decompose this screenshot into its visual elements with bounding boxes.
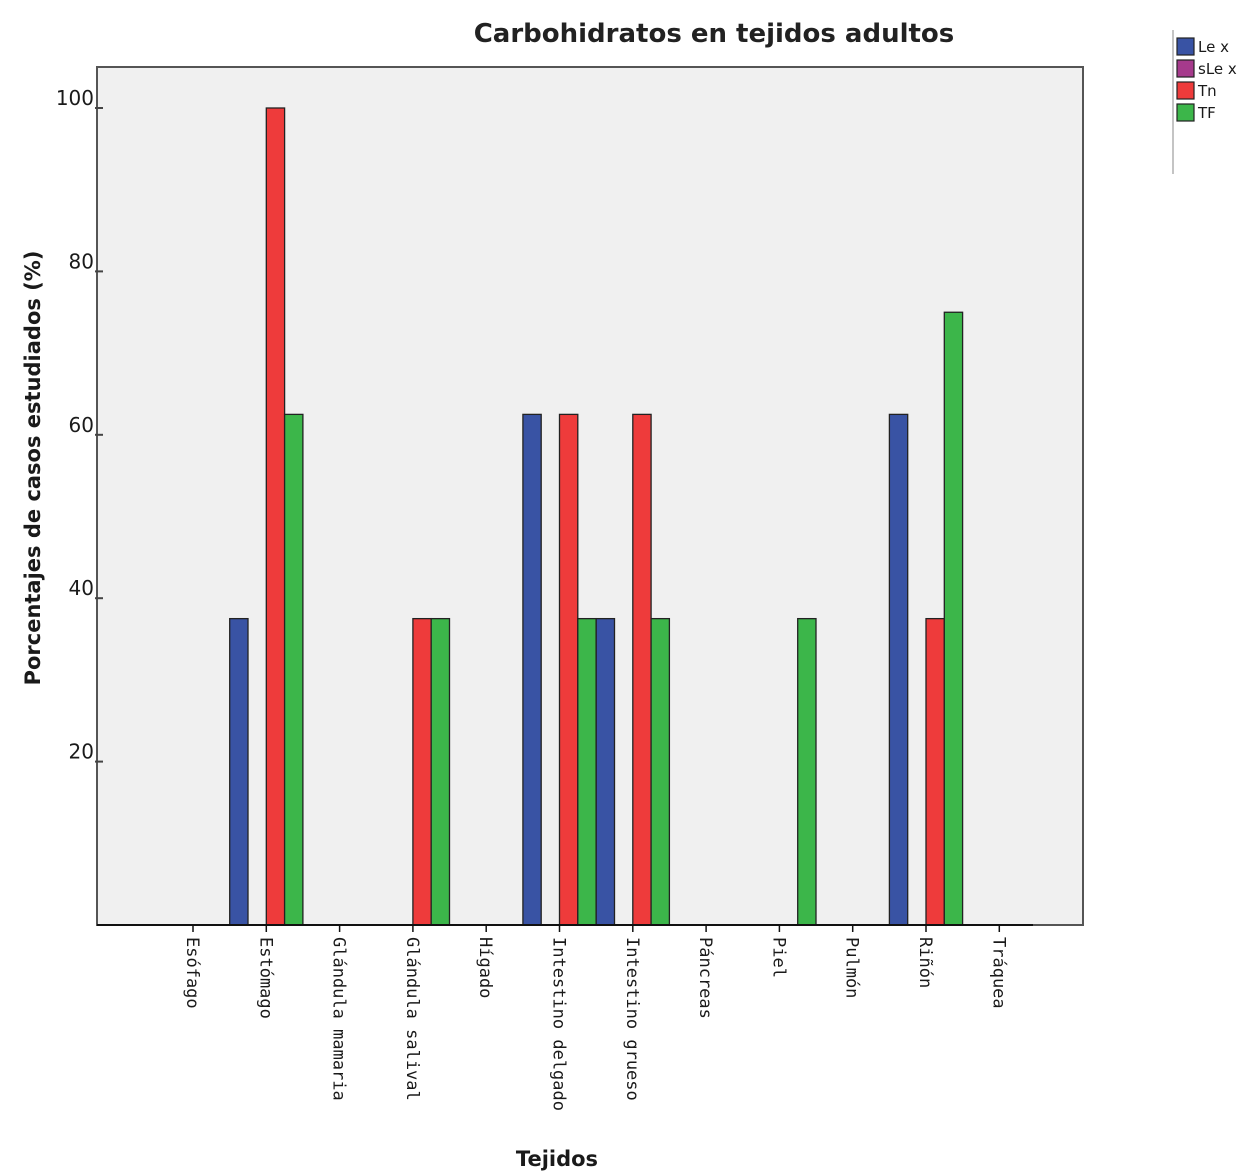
- legend: Le x sLe x Tn TF: [1172, 30, 1237, 174]
- bar-lex-5: [522, 413, 542, 926]
- legend-label-2: Tn: [1197, 82, 1217, 100]
- bar-tf-8: [797, 617, 817, 926]
- x-category-label: Glándula salival: [402, 937, 422, 1101]
- legend-swatch-0: [1176, 37, 1195, 56]
- y-axis-label: Porcentajes de casos estudiados (%): [21, 251, 45, 686]
- x-category-label: Intestino delgado: [549, 937, 569, 1111]
- legend-swatch-2: [1176, 81, 1195, 100]
- x-category-label: Páncreas: [695, 937, 715, 1019]
- bars-layer: [229, 107, 964, 926]
- x-category-label: Esófago: [182, 937, 202, 1009]
- bar-tf-10: [943, 311, 964, 926]
- legend-label-3: TF: [1197, 104, 1216, 122]
- y-tick-label-20: 20: [69, 740, 94, 764]
- x-category-label: Estómago: [255, 937, 275, 1019]
- bar-lex-6: [595, 617, 616, 926]
- x-category-label: Hígado: [475, 937, 495, 998]
- bar-lex-1: [229, 617, 249, 926]
- bar-tn-5: [558, 413, 579, 926]
- x-category-label: Riñón: [915, 937, 935, 988]
- bar-tf-3: [430, 617, 451, 926]
- x-category-label: Intestino grueso: [622, 937, 642, 1101]
- y-tick-label-100: 100: [56, 86, 94, 110]
- legend-swatch-1: [1176, 59, 1195, 78]
- legend-label-1: sLe x: [1198, 60, 1237, 78]
- bar-tn-1: [265, 107, 286, 926]
- bar-tf-1: [283, 413, 304, 926]
- legend-swatch-3: [1176, 103, 1195, 122]
- chart-title: Carbohidratos en tejidos adultos: [474, 19, 955, 49]
- x-category-label: Piel: [768, 937, 788, 978]
- y-tick-label-60: 60: [69, 413, 94, 437]
- y-axis: 20 40 60 80 100: [56, 86, 1033, 926]
- bar-tf-5: [577, 617, 597, 926]
- bar-lex-10: [888, 413, 909, 926]
- x-category-label: Pulmón: [842, 937, 862, 998]
- bar-tn-10: [925, 617, 945, 926]
- legend-label-0: Le x: [1198, 38, 1229, 56]
- x-category-label: Tráquea: [988, 937, 1008, 1009]
- bar-tn-3: [412, 617, 432, 926]
- y-tick-label-40: 40: [69, 576, 94, 600]
- x-axis: Esófago Estómago Glándula mamaria Glándula …: [182, 925, 1008, 1111]
- x-category-label: Glándula mamaria: [329, 937, 349, 1101]
- bar-tf-6: [650, 617, 671, 926]
- y-tick-label-80: 80: [69, 249, 94, 273]
- bar-tn-6: [632, 413, 652, 926]
- x-axis-label: Tejidos: [516, 1147, 598, 1171]
